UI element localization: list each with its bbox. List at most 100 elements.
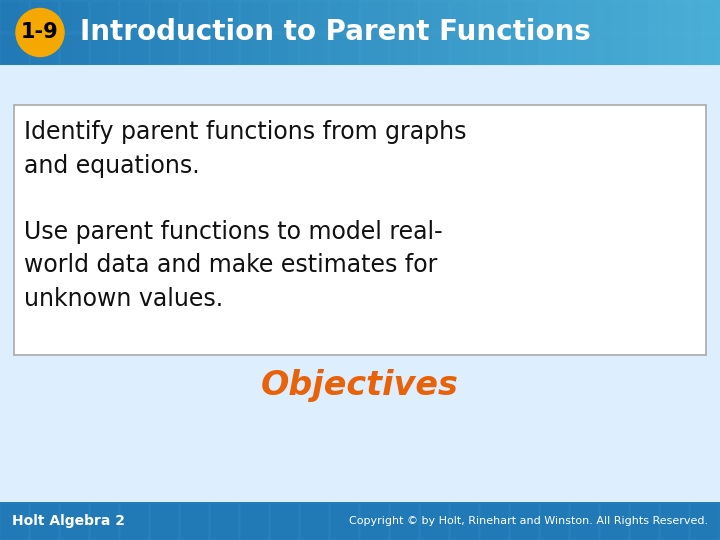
Bar	[252, 0, 271, 65]
Bar	[630, 34, 659, 65]
Bar	[342, 0, 361, 65]
Bar	[660, 34, 689, 65]
Bar	[510, 1, 539, 32]
Bar	[684, 0, 703, 65]
Bar	[120, 503, 149, 540]
Bar	[420, 503, 449, 540]
Bar	[510, 503, 539, 540]
Bar	[0, 502, 720, 540]
Bar	[90, 34, 119, 65]
Bar	[72, 0, 91, 65]
Bar	[210, 34, 239, 65]
Bar	[480, 1, 509, 32]
Bar	[450, 34, 479, 65]
Bar	[210, 503, 239, 540]
Bar	[360, 503, 389, 540]
Bar	[360, 0, 379, 65]
Bar	[600, 34, 629, 65]
Bar	[480, 503, 509, 540]
Bar	[240, 1, 269, 32]
Bar	[540, 503, 569, 540]
Text: Introduction to Parent Functions: Introduction to Parent Functions	[80, 18, 591, 46]
Bar	[630, 1, 659, 32]
FancyBboxPatch shape	[14, 105, 706, 355]
Bar	[378, 0, 397, 65]
Bar	[666, 0, 685, 65]
Bar	[0, 503, 29, 540]
Text: 1-9: 1-9	[21, 23, 59, 43]
Bar	[324, 0, 343, 65]
Bar	[300, 34, 329, 65]
Bar	[270, 34, 299, 65]
Bar	[108, 0, 127, 65]
Bar	[180, 503, 209, 540]
Bar	[270, 1, 299, 32]
Bar	[504, 0, 523, 65]
Bar	[648, 0, 667, 65]
Bar	[690, 1, 719, 32]
Bar	[150, 1, 179, 32]
Bar	[600, 1, 629, 32]
Bar	[330, 503, 359, 540]
Bar	[486, 0, 505, 65]
Bar	[180, 0, 199, 65]
Text: Objectives: Objectives	[261, 368, 459, 402]
Bar	[690, 34, 719, 65]
Bar	[570, 1, 599, 32]
Bar	[450, 1, 479, 32]
Bar	[570, 34, 599, 65]
Bar	[30, 1, 59, 32]
Bar	[90, 1, 119, 32]
Bar	[270, 0, 289, 65]
Bar	[180, 1, 209, 32]
Bar	[0, 65, 720, 502]
Bar	[60, 1, 89, 32]
Bar	[60, 34, 89, 65]
Bar	[54, 0, 73, 65]
Bar	[330, 1, 359, 32]
Bar	[360, 34, 389, 65]
Bar	[630, 503, 659, 540]
Bar	[390, 503, 419, 540]
Bar	[60, 503, 89, 540]
Bar	[30, 34, 59, 65]
Bar	[300, 503, 329, 540]
Bar	[360, 1, 389, 32]
Bar	[468, 0, 487, 65]
Bar	[270, 503, 299, 540]
Bar	[150, 503, 179, 540]
Bar	[300, 1, 329, 32]
Bar	[540, 1, 569, 32]
Bar	[396, 0, 415, 65]
Bar	[240, 503, 269, 540]
Bar	[0, 34, 29, 65]
Bar	[306, 0, 325, 65]
Bar	[120, 34, 149, 65]
Bar	[126, 0, 145, 65]
Bar	[18, 0, 37, 65]
Bar	[216, 0, 235, 65]
Bar	[420, 1, 449, 32]
Bar	[400, 0, 720, 65]
Bar	[390, 1, 419, 32]
Bar	[594, 0, 613, 65]
Text: Use parent functions to model real-
world data and make estimates for
unknown va: Use parent functions to model real- worl…	[24, 220, 443, 311]
Text: Holt Algebra 2: Holt Algebra 2	[12, 514, 125, 528]
Bar	[522, 0, 541, 65]
Bar	[120, 1, 149, 32]
Bar	[30, 503, 59, 540]
Bar	[210, 1, 239, 32]
Bar	[450, 0, 469, 65]
Bar	[150, 34, 179, 65]
Bar	[660, 1, 689, 32]
Bar	[612, 0, 631, 65]
Bar	[234, 0, 253, 65]
Bar	[630, 0, 649, 65]
Bar	[414, 0, 433, 65]
Bar	[330, 34, 359, 65]
Bar	[0, 1, 29, 32]
Text: Identify parent functions from graphs
and equations.: Identify parent functions from graphs an…	[24, 120, 467, 178]
Bar	[690, 503, 719, 540]
Bar	[0, 0, 19, 65]
Bar	[288, 0, 307, 65]
